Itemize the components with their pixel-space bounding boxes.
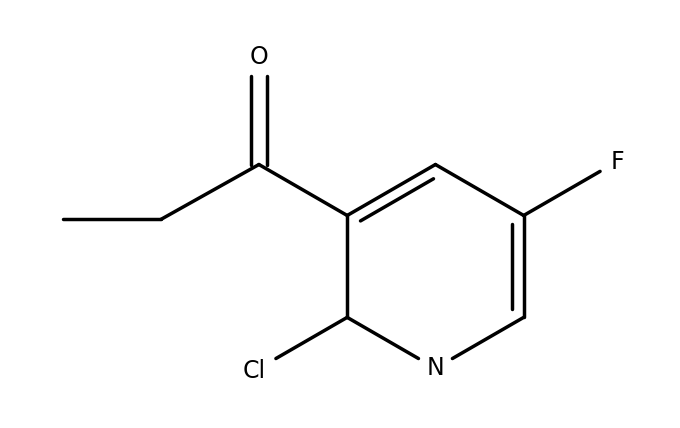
Text: Cl: Cl [242, 359, 265, 383]
Text: O: O [250, 45, 269, 69]
Text: F: F [610, 149, 624, 174]
Text: N: N [426, 357, 444, 380]
